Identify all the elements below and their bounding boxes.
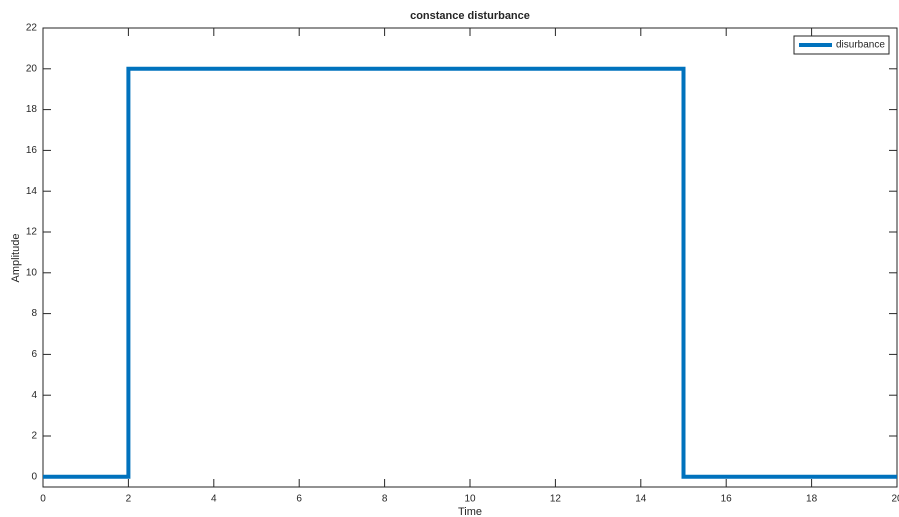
x-tick-label: 14 (635, 494, 647, 505)
x-tick-label: 2 (126, 494, 132, 505)
x-tick-label: 0 (40, 494, 46, 505)
legend-label: disurbance (836, 40, 885, 51)
chart-title: constance disturbance (410, 10, 530, 22)
x-axis-label: Time (458, 506, 482, 517)
x-tick-label: 6 (296, 494, 302, 505)
y-tick-label: 0 (31, 471, 37, 482)
y-tick-label: 2 (31, 431, 37, 442)
x-tick-label: 10 (464, 494, 476, 505)
y-tick-label: 16 (26, 145, 38, 156)
x-tick-label: 20 (891, 494, 899, 505)
legend-box (793, 35, 890, 55)
y-tick-label: 22 (26, 23, 38, 34)
y-tick-label: 20 (26, 63, 38, 74)
y-tick-label: 4 (31, 390, 37, 401)
x-tick-label: 4 (211, 494, 217, 505)
x-tick-label: 16 (721, 494, 733, 505)
y-tick-label: 6 (31, 349, 37, 360)
x-tick-label: 12 (550, 494, 562, 505)
y-tick-label: 12 (26, 227, 38, 238)
y-axis-label: Amplitude (10, 234, 22, 283)
y-tick-label: 10 (26, 267, 38, 278)
x-tick-label: 8 (382, 494, 388, 505)
data-line (43, 66, 897, 479)
y-tick-label: 14 (26, 186, 38, 197)
y-tick-label: 8 (31, 308, 37, 319)
y-tick-label: 18 (26, 104, 38, 115)
x-tick-label: 18 (806, 494, 818, 505)
